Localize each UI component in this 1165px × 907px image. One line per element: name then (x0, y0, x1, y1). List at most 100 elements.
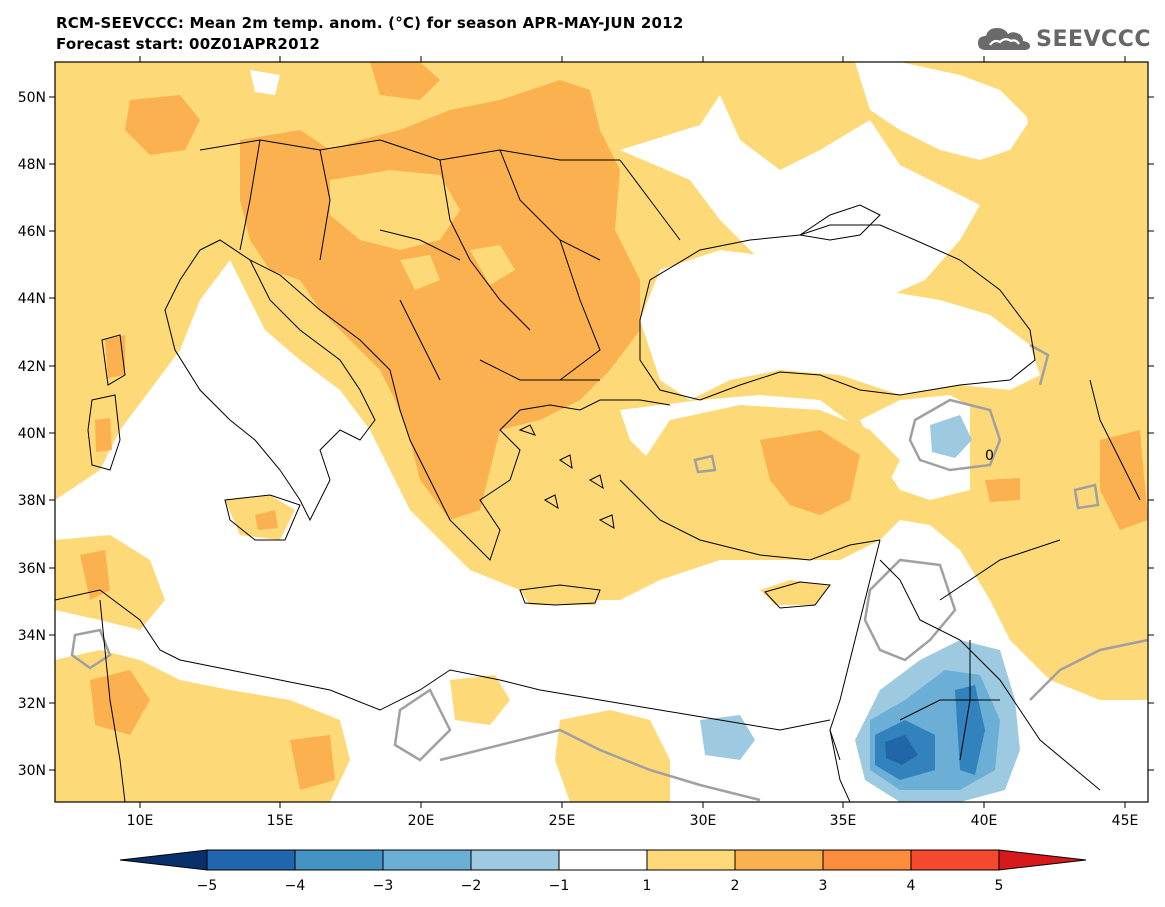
colorbar-label-1: 1 (643, 878, 652, 894)
anomaly-field: 0 (55, 62, 1148, 802)
balkan-coastline (249, 259, 671, 561)
colorbar-label-5: 5 (995, 878, 1004, 894)
anomaly-area-1-2-crete (520, 588, 600, 605)
lon-tick-marks (139, 56, 1126, 808)
lon-label-25e: 25E (549, 813, 576, 829)
colorbar-label-neg2: −2 (461, 878, 482, 894)
colorbar-swatch-neg1-1 (558, 849, 648, 871)
lat-label-38n: 38N (18, 493, 46, 509)
anomaly-area-1-2-libya (450, 675, 510, 725)
anomaly-area-2-3-bosnia-hole (400, 255, 440, 290)
anomaly-area-neg-4-5-saudi (885, 735, 918, 765)
anomaly-area-2-3-sicily (255, 510, 278, 530)
colorbar-high-arrow (998, 849, 1087, 871)
seevccc-logo: SEEVCCC (976, 24, 1151, 54)
anomaly-area-2-3-sardinia (95, 418, 112, 452)
lat-label-50n: 50N (18, 90, 46, 106)
colorbar-swatch-neg2-neg1 (470, 849, 560, 871)
anomaly-area-neg-3-4-saudi-east (955, 685, 985, 775)
lon-label-45e: 45E (1112, 813, 1139, 829)
colorbar-swatch-2-3 (734, 849, 824, 871)
zero-contour-syria (863, 558, 957, 662)
colorbar-low-arrow (119, 849, 208, 871)
zero-contour-label: 0 (985, 448, 994, 464)
red-sea-gulf (829, 729, 851, 802)
coastlines-borders (55, 139, 1141, 802)
country-borders (99, 139, 1141, 802)
lon-label-15e: 15E (267, 813, 294, 829)
neutral-area-alps (250, 70, 280, 95)
anomaly-area-2-3-anatolia-east (985, 478, 1020, 502)
colorbar-label-3: 3 (819, 878, 828, 894)
anomaly-area-2-3-libya-south (290, 735, 335, 790)
zero-contour-libya (393, 688, 452, 762)
crimea-coastline (798, 204, 881, 241)
anomaly-area-1-2-east-steppe (1030, 150, 1120, 225)
anomaly-area-neg-1-2-egypt (700, 715, 755, 760)
lat-label-46n: 46N (18, 224, 46, 240)
zero-contour-arabia (1029, 638, 1148, 701)
zero-contour-south-sahara (439, 728, 761, 802)
colorbar-swatch-4-5 (910, 849, 1000, 871)
anomaly-area-2-3-hungary-hole (330, 170, 460, 250)
anomaly-area-neg-1-2-anatolia (930, 415, 972, 458)
turkey-south-coastline (619, 479, 881, 561)
anomaly-area-1-2-caucasus (960, 230, 1148, 340)
colorbar-label-neg4: −4 (285, 878, 306, 894)
anomaly-area-1-2-east-south (1100, 585, 1148, 650)
anomaly-area-2-3-greece (415, 405, 445, 445)
colorbar-swatch-3-4 (822, 849, 912, 871)
colorbar-swatch-neg5-neg4 (206, 849, 296, 871)
anomaly-area-2-3-corsica (105, 335, 125, 378)
sicily-coastline (224, 494, 301, 541)
colorbar (119, 849, 1087, 871)
forecast-start-subtitle: Forecast start: 00Z01APR2012 (56, 35, 320, 53)
zero-contour-algeria (70, 628, 112, 670)
anomaly-area-2-3-poland (370, 62, 440, 100)
lat-tick-marks (49, 96, 1154, 771)
anomaly-area-2-3-serbia-hole (470, 245, 515, 285)
anomaly-area-2-3-germany (125, 95, 200, 155)
colorbar-swatch-neg3-neg2 (382, 849, 472, 871)
africa-north-coastline (55, 589, 831, 731)
map-title: RCM-SEEVCCC: Mean 2m temp. anom. (°C) fo… (56, 14, 684, 32)
map-frame (54, 61, 1149, 803)
zero-contours (70, 343, 1148, 802)
neutral-area-east (855, 62, 1030, 160)
neutral-area-black-sea (640, 250, 1040, 400)
anomaly-area-2-3-tunisia (80, 550, 110, 600)
anomaly-area-1-2-iran (970, 380, 1148, 560)
lon-label-30e: 30E (690, 813, 717, 829)
neutral-area-mediterranean (55, 260, 1148, 802)
black-sea-coastline (639, 224, 1036, 401)
lon-label-35e: 35E (830, 813, 857, 829)
corsica-coastline (101, 334, 126, 386)
colorbar-label-neg1: −1 (549, 878, 570, 894)
cloud-logo-icon (978, 28, 1031, 50)
colorbar-label-neg5: −5 (197, 878, 218, 894)
sardinia-coastline (87, 394, 121, 471)
anomaly-area-1-2-cyprus (760, 580, 830, 605)
italy-coastline (164, 239, 376, 522)
lon-label-20e: 20E (408, 813, 435, 829)
aegean-islands (518, 424, 615, 529)
colorbar-swatch-neg4-neg3 (294, 849, 384, 871)
cyprus-coastline (764, 581, 831, 609)
lat-label-40n: 40N (18, 426, 46, 442)
lat-label-36n: 36N (18, 561, 46, 577)
colorbar-label-2: 2 (731, 878, 740, 894)
colorbar-label-4: 4 (907, 878, 916, 894)
colorbar-label-neg3: −3 (373, 878, 394, 894)
lat-label-32n: 32N (18, 696, 46, 712)
logo-text: SEEVCCC (1036, 26, 1151, 52)
zero-contour-ring-east (1073, 483, 1100, 510)
anomaly-area-1-2-northeast (1020, 65, 1110, 145)
anomaly-area-2-3-iraq (1100, 430, 1148, 530)
zero-contour-caucasus (1029, 343, 1050, 386)
lon-label-10e: 10E (127, 813, 154, 829)
zero-contour-anatolia (908, 398, 1002, 472)
lat-label-42n: 42N (18, 359, 46, 375)
lon-label-40e: 40E (971, 813, 998, 829)
lat-label-34n: 34N (18, 628, 46, 644)
